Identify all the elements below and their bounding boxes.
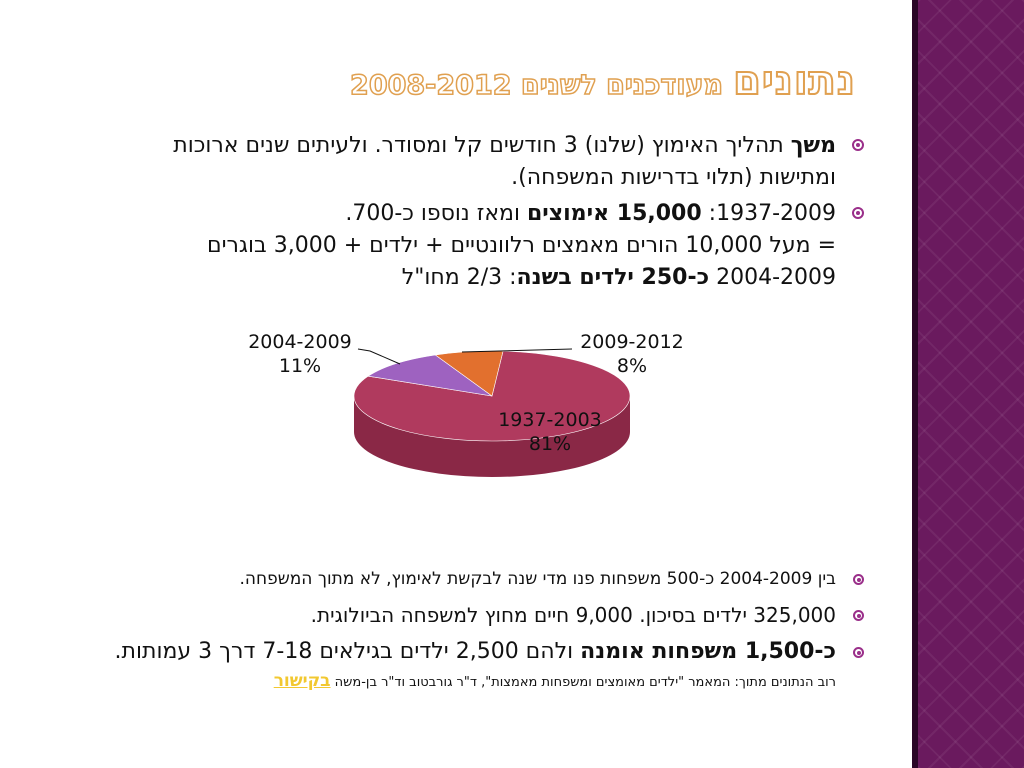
- bullet-children-at-risk: 325,000 ילדים בסיכון. 9,000 חיים מחוץ למ…: [60, 600, 864, 630]
- bullet-icon: [853, 610, 864, 621]
- side-decorative-band: [912, 0, 1024, 768]
- bullet-bold: כ-250 ילדים בשנה: [516, 265, 710, 290]
- bullet-adoption-counts: 1937-2009: 15,000 אימוצים ומאז נוספו כ-7…: [96, 198, 864, 294]
- bullet-text: 2004-2009: [709, 265, 836, 290]
- pie-tops: [353, 350, 631, 442]
- bullet-bold: 15,000 אימוצים: [526, 201, 702, 226]
- pie-leader-2009-2012: [461, 348, 573, 353]
- bullet-families-requests: בין 2004-2009 כ-500 משפחות פנו מדי שנה ל…: [60, 566, 864, 592]
- title-main: נתונים: [732, 57, 856, 105]
- side-band-pattern: [918, 0, 1024, 768]
- bullet-icon: [853, 647, 864, 658]
- bullet-text: תהליך האימוץ (שלנו) 3 חודשים קל ומסודר. …: [173, 133, 836, 190]
- pie-value-label-2009-2012: 8%: [617, 355, 647, 377]
- bullet-adoption-duration: משך תהליך האימוץ (שלנו) 3 חודשים קל ומסו…: [96, 130, 864, 194]
- bullet-icon: [852, 139, 864, 151]
- bullet-icon: [852, 207, 864, 219]
- pie-sides: [354, 396, 630, 477]
- bottom-bullet-list: בין 2004-2009 כ-500 משפחות פנו מדי שנה ל…: [60, 566, 864, 668]
- pie-label-2004-2009: 2004-2009: [248, 331, 352, 353]
- bullet-foster-families: כ-1,500 משפחות אומנה ולהם 2,500 ילדים בג…: [60, 636, 864, 668]
- bullet-text: בין 2004-2009 כ-500 משפחות פנו מדי שנה ל…: [239, 569, 836, 589]
- bullet-text: ומאז נוספו כ-700.: [345, 201, 527, 226]
- bullet-bold: כ-1,500 משפחות אומנה: [580, 639, 836, 664]
- pie-label-1937-2003: 1937-2003: [498, 409, 602, 431]
- top-bullet-list: משך תהליך האימוץ (שלנו) 3 חודשים קל ומסו…: [96, 130, 864, 298]
- pie-side-1937-2003: [354, 396, 630, 477]
- title-sub: מעודכנים לשנים 2008-2012: [349, 69, 724, 102]
- source-note: רוב הנתונים מתוך: המאמר "ילדים מאומצים ו…: [130, 670, 836, 694]
- bullet-text: 1937-2009:: [701, 201, 836, 226]
- pie-label-2009-2012: 2009-2012: [580, 331, 684, 353]
- pie-value-label-2004-2009: 11%: [279, 355, 321, 377]
- side-band-stripe: [912, 0, 918, 768]
- bullet-text: ולהם 2,500 ילדים בגילאים 7-18 דרך 3 עמות…: [114, 639, 581, 664]
- pie-value-label-1937-2003: 81%: [529, 433, 571, 455]
- bullet-bold: משך: [790, 133, 836, 158]
- slide-title: נתוניםמעודכנים לשנים 2008-2012: [349, 57, 856, 105]
- bullet-text: = מעל 10,000 הורים מאמצים רלוונטיים + יל…: [207, 233, 836, 258]
- source-link[interactable]: בקישור: [273, 671, 331, 691]
- bullet-text: : 2/3 מחו"ל: [401, 265, 517, 290]
- adoption-pie-chart: 1937-2003 81% 2004-2009 11% 2009-2012 8%: [230, 318, 710, 528]
- bullet-icon: [853, 574, 864, 585]
- pie-slice-2004-2009: [367, 354, 493, 397]
- bullet-text: 325,000 ילדים בסיכון. 9,000 חיים מחוץ למ…: [310, 603, 836, 627]
- pie-leader-2004-2009: [357, 348, 401, 365]
- source-text: רוב הנתונים מתוך: המאמר "ילדים מאומצים ו…: [330, 675, 836, 690]
